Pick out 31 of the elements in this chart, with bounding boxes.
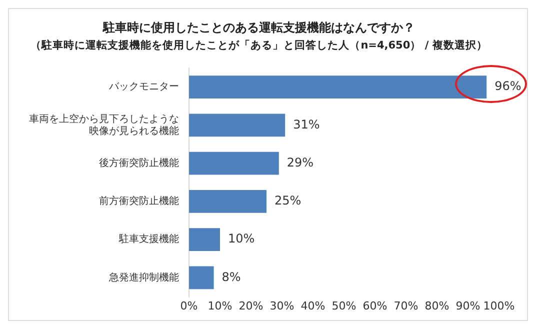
bar — [189, 266, 214, 290]
x-tick-label: 100% — [483, 299, 515, 312]
chart-subtitle: （駐車時に運転支援機能を使用したことが「ある」と回答した人（n=4,650） / 複数選択） — [30, 38, 488, 52]
x-tick-label: 10% — [208, 299, 232, 312]
x-tick-label: 70% — [394, 299, 418, 312]
y-tick-label: 前方衝突防止機能 — [99, 195, 179, 208]
x-tick-label: 40% — [300, 299, 326, 312]
y-tick-label: 急発進抑制機能 — [108, 271, 179, 284]
bar — [189, 190, 266, 213]
x-tick-label: 90% — [456, 299, 480, 312]
bar — [189, 228, 220, 252]
bar — [189, 76, 487, 99]
y-tick-label: 後方衝突防止機能 — [99, 156, 179, 169]
x-tick-label: 0% — [180, 299, 198, 312]
x-tick-label: 50% — [332, 299, 356, 312]
y-tick-label: バックモニター — [108, 82, 179, 93]
data-label: 25% — [274, 194, 302, 208]
data-label: 31% — [293, 117, 320, 132]
chart-title: 駐車時に使用したことのある運転支援機能はなんですか？ — [102, 20, 415, 34]
y-tick-label: 駐車支援機能 — [118, 233, 179, 246]
bar — [189, 152, 279, 175]
x-tick-label: 60% — [362, 299, 388, 312]
data-label: 29% — [286, 155, 314, 170]
x-tick-label: 80% — [424, 299, 450, 312]
y-tick-label: 車両を上空から見下ろしたような映像が見られる機能 — [29, 112, 179, 137]
data-label: 8% — [222, 270, 241, 284]
data-label: 10% — [228, 232, 255, 246]
data-label: 96% — [494, 79, 522, 94]
x-tick-label: 30% — [270, 299, 294, 312]
bar — [189, 114, 286, 137]
x-tick-label: 20% — [238, 299, 264, 312]
